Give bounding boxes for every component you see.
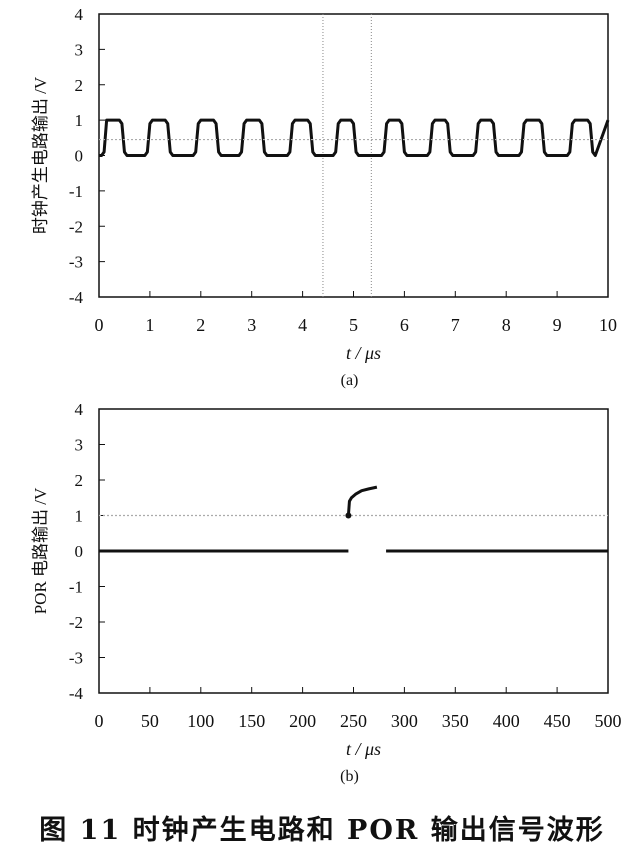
x-tick-label: 4 bbox=[298, 315, 307, 335]
x-tick-label: 7 bbox=[451, 315, 460, 335]
x-tick-label: 5 bbox=[349, 315, 358, 335]
y-tick-label: 1 bbox=[75, 507, 84, 526]
x-tick-label: 400 bbox=[493, 711, 520, 731]
y-tick-label: 0 bbox=[75, 542, 84, 561]
x-axis-label: t / μs bbox=[346, 739, 381, 759]
y-tick-label: -3 bbox=[69, 253, 83, 272]
panel-label: (a) bbox=[341, 372, 359, 389]
y-tick-label: -2 bbox=[69, 217, 83, 236]
y-tick-label: -1 bbox=[69, 182, 83, 201]
x-tick-label: 2 bbox=[196, 315, 205, 335]
x-tick-label: 10 bbox=[599, 315, 617, 335]
y-axis-label: POR 电路输出 /V bbox=[31, 487, 50, 614]
x-tick-label: 100 bbox=[187, 711, 214, 731]
x-tick-label: 500 bbox=[595, 711, 622, 731]
y-tick-label: 3 bbox=[75, 40, 84, 59]
y-axis-label: 时钟产生电路输出 /V bbox=[31, 76, 50, 234]
por-step-marker bbox=[345, 512, 352, 519]
x-axis-label: t / μs bbox=[346, 343, 381, 363]
y-tick-label: -3 bbox=[69, 649, 83, 668]
x-tick-label: 50 bbox=[141, 711, 159, 731]
panel-label: (b) bbox=[340, 768, 359, 785]
x-tick-label: 150 bbox=[238, 711, 265, 731]
x-tick-label: 450 bbox=[544, 711, 571, 731]
y-tick-label: 4 bbox=[75, 400, 84, 419]
x-tick-label: 200 bbox=[289, 711, 316, 731]
x-tick-label: 350 bbox=[442, 711, 469, 731]
x-tick-label: 8 bbox=[502, 315, 511, 335]
y-tick-label: -1 bbox=[69, 578, 83, 597]
x-tick-label: 0 bbox=[95, 315, 104, 335]
x-tick-label: 3 bbox=[247, 315, 256, 335]
y-tick-label: 0 bbox=[75, 147, 84, 166]
y-tick-label: -4 bbox=[69, 684, 84, 703]
y-tick-label: 2 bbox=[75, 471, 84, 490]
x-tick-label: 250 bbox=[340, 711, 367, 731]
chart-b: 0 50 100 150 200 250 300 350 400 450 500 4 3 2 1 0 -1 -2 -… bbox=[31, 400, 622, 785]
figure-caption: 图 11 时钟产生电路和 POR 输出信号波形 bbox=[39, 815, 605, 846]
x-tick-label: 6 bbox=[400, 315, 409, 335]
x-tick-label: 300 bbox=[391, 711, 418, 731]
x-tick-label: 1 bbox=[145, 315, 154, 335]
y-tick-label: 1 bbox=[75, 111, 84, 130]
y-tick-label: 2 bbox=[75, 76, 84, 95]
y-tick-label: -2 bbox=[69, 613, 83, 632]
y-tick-label: 4 bbox=[75, 5, 84, 24]
x-tick-label: 9 bbox=[553, 315, 562, 335]
series-por-high bbox=[346, 485, 378, 516]
x-tick-label: 0 bbox=[95, 711, 104, 731]
y-tick-label: -4 bbox=[69, 288, 84, 307]
y-tick-label: 3 bbox=[75, 436, 84, 455]
series-clock bbox=[99, 118, 610, 157]
